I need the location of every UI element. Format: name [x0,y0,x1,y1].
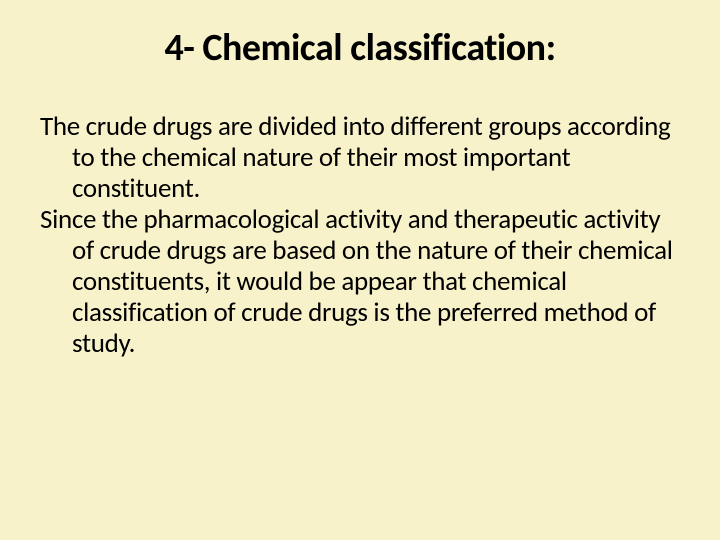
slide: 4- Chemical classification: The crude dr… [0,0,720,540]
body-paragraph: The crude drugs are divided into differe… [40,111,680,204]
slide-title: 4- Chemical classification: [40,25,680,71]
slide-body: The crude drugs are divided into differe… [40,111,680,359]
body-paragraph: Since the pharmacological activity and t… [40,204,680,359]
